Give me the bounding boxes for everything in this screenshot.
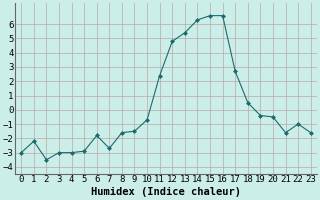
X-axis label: Humidex (Indice chaleur): Humidex (Indice chaleur)	[91, 187, 241, 197]
